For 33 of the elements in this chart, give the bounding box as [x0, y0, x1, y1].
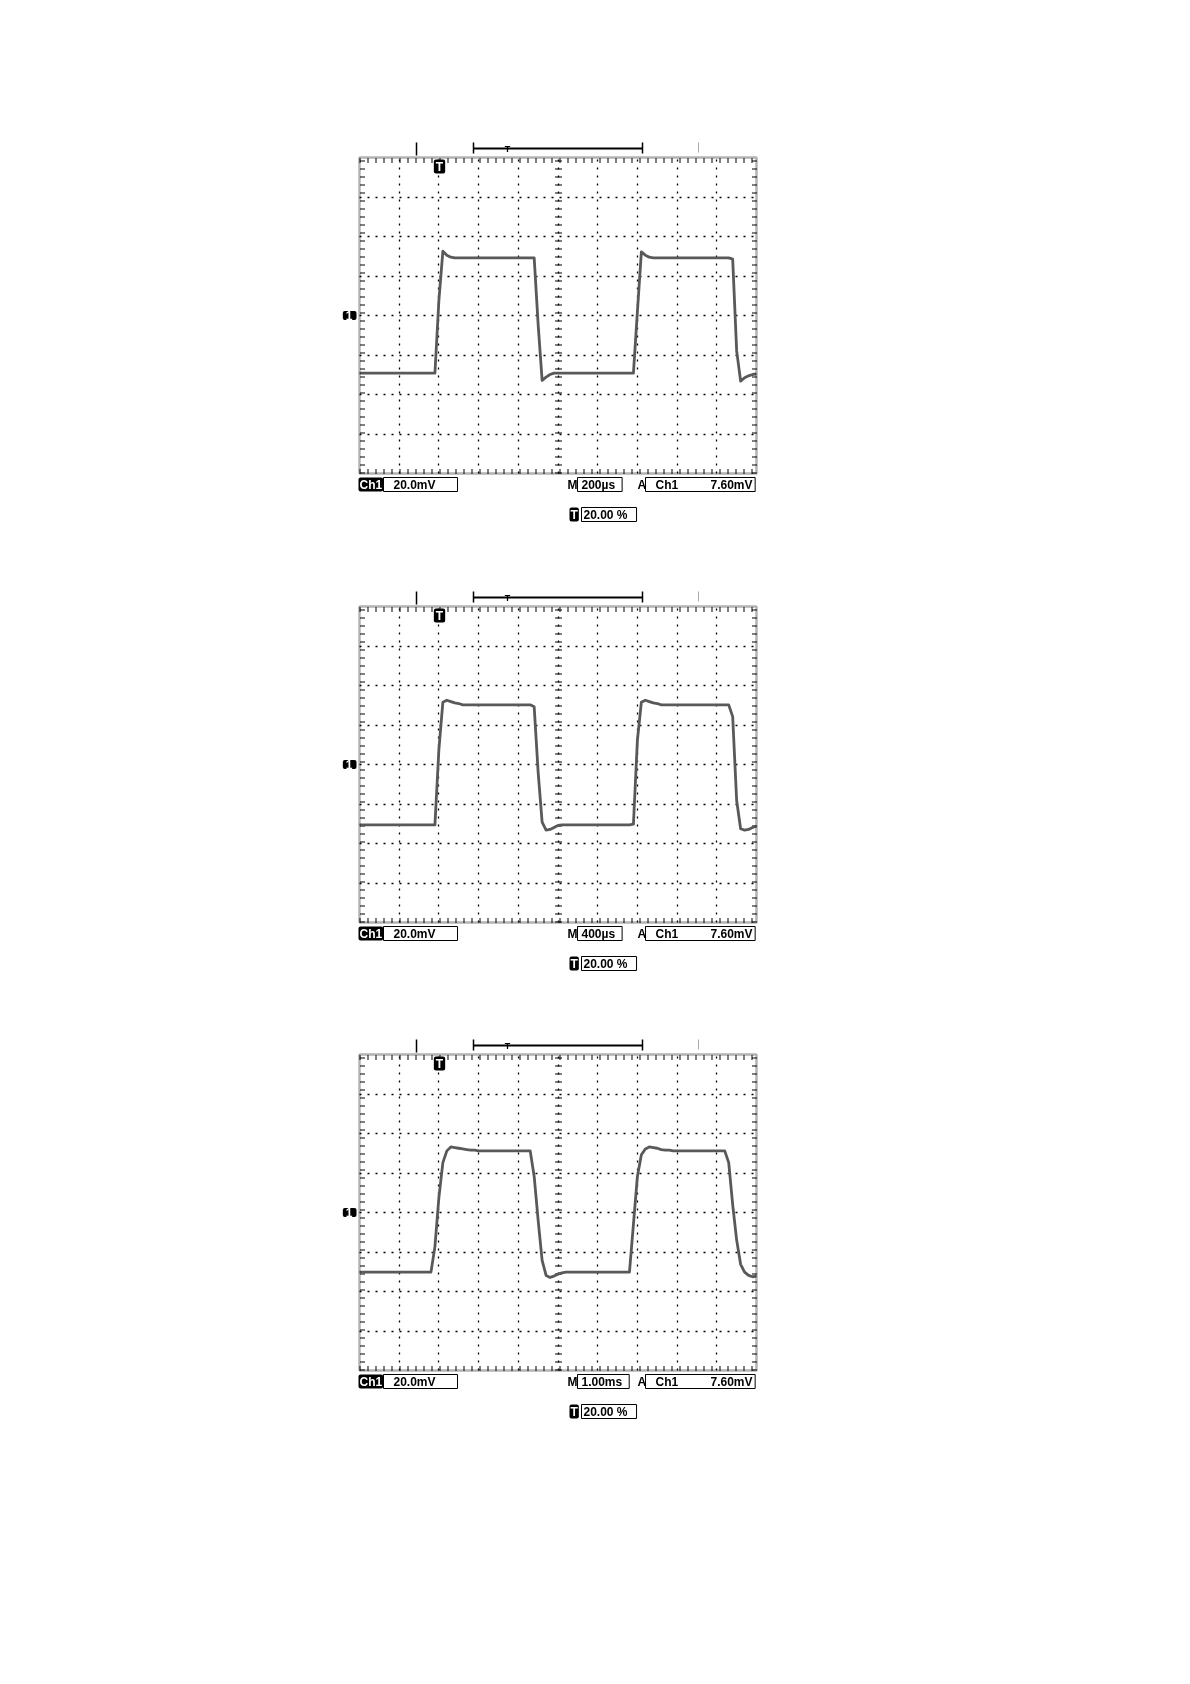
text: A [637, 926, 647, 941]
text: T [435, 1056, 444, 1071]
text: Ch1 [655, 926, 679, 941]
text: T [570, 956, 579, 971]
text: Ch1 [655, 477, 679, 492]
text: 7.60mV [710, 926, 753, 941]
text: M [567, 1374, 578, 1389]
text: T [435, 608, 444, 623]
text: M [567, 926, 578, 941]
text: Ch1 [359, 1374, 383, 1389]
text: 20.0mV [393, 926, 436, 941]
text: Ch1 [655, 1374, 679, 1389]
text: 20.0mV [393, 477, 436, 492]
text: 200µs [581, 477, 616, 492]
text: M [567, 477, 578, 492]
text: Ch1 [359, 926, 383, 941]
text: T [435, 159, 444, 174]
text: 20.00 % [583, 507, 628, 522]
annotation: 1 [345, 1206, 353, 1220]
text: 20.00 % [583, 1404, 628, 1419]
text: 400µs [581, 926, 616, 941]
text: A [637, 1374, 647, 1389]
text: T [570, 507, 579, 522]
text: T [570, 1404, 579, 1419]
annotation: 1 [345, 309, 353, 323]
text: 20.00 % [583, 956, 628, 971]
text: 7.60mV [710, 1374, 753, 1389]
annotation: 1 [345, 758, 353, 772]
text: A [637, 477, 647, 492]
text: 1.00ms [581, 1374, 623, 1389]
text: 20.0mV [393, 1374, 436, 1389]
text: 7.60mV [710, 477, 753, 492]
text: Ch1 [359, 477, 383, 492]
